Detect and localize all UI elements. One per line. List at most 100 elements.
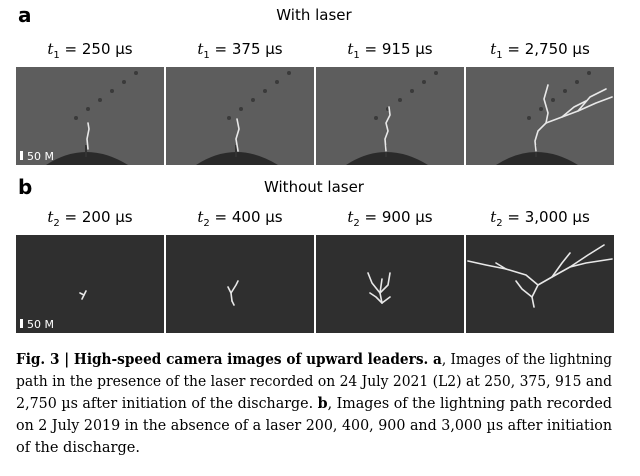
lightning-channel: [379, 272, 391, 294]
drop: [122, 80, 126, 84]
drop: [527, 116, 531, 120]
caption-line: Fig. 3 | High-speed camera images of upw…: [16, 351, 612, 368]
caption-line: on 2 July 2019 in the absence of a laser…: [16, 418, 612, 434]
time-value: = 2,750 µs: [503, 40, 590, 58]
drop: [410, 89, 414, 93]
time-subscript: 1: [53, 50, 59, 61]
caption-segment: on 2 July 2019 in the absence of a laser…: [16, 418, 612, 434]
ground-hill: [496, 152, 578, 165]
time-variable: t: [47, 208, 54, 226]
drop: [398, 98, 402, 102]
time-variable: t: [347, 208, 354, 226]
time-variable: t: [197, 208, 204, 226]
lightning-channel: [369, 292, 383, 304]
camera-frame: [466, 235, 614, 333]
caption-segment: Fig. 3 | High-speed camera images of upw…: [16, 351, 442, 368]
lightning-channel: [235, 118, 240, 152]
frame-background: [16, 235, 164, 333]
lightning-channel: [384, 106, 391, 152]
lightning-channel: [231, 300, 235, 306]
caption-line: 2,750 µs after initiation of the dischar…: [16, 395, 612, 412]
time-subscript: 2: [496, 218, 502, 229]
time-variable: t: [47, 40, 54, 58]
lightning-channel: [561, 100, 587, 118]
time-value: = 900 µs: [360, 208, 433, 226]
lightning-channel: [515, 280, 533, 298]
frame-background: [166, 67, 314, 165]
drop: [563, 89, 567, 93]
panel-title: Without laser: [264, 178, 365, 196]
caption-segment: b: [318, 395, 328, 412]
frame-time-label: t2 = 3,000 µs: [490, 208, 590, 229]
caption-segment: 2,750 µs after initiation of the dischar…: [16, 396, 318, 412]
panel-label: b: [18, 175, 32, 199]
caption-segment: , Images of the lightning path recorded: [328, 396, 612, 412]
caption-segment: path in the presence of the laser record…: [16, 374, 612, 390]
camera-frame: [166, 67, 314, 165]
camera-frame: [316, 235, 464, 333]
scale-bar: [20, 151, 23, 160]
frame-time-label: t2 = 200 µs: [47, 208, 132, 229]
time-subscript: 1: [496, 50, 502, 61]
drop: [239, 107, 243, 111]
drop: [134, 71, 138, 75]
drop: [539, 107, 543, 111]
panel-title: With laser: [276, 6, 352, 24]
time-variable: t: [490, 40, 497, 58]
ground-hill: [346, 152, 428, 165]
lightning-channel: [577, 88, 607, 112]
tower: [235, 145, 237, 157]
drop: [251, 98, 255, 102]
drop: [86, 107, 90, 111]
frame-background: [316, 235, 464, 333]
caption-line: path in the presence of the laser record…: [16, 374, 612, 390]
time-subscript: 2: [203, 218, 209, 229]
time-value: = 915 µs: [360, 40, 433, 58]
camera-frame: [316, 67, 464, 165]
time-value: = 3,000 µs: [503, 208, 590, 226]
drop: [227, 116, 231, 120]
time-value: = 250 µs: [60, 40, 133, 58]
lightning-channel: [569, 258, 613, 268]
camera-frame: 50 M: [16, 235, 164, 333]
lightning-channel: [79, 292, 85, 296]
time-subscript: 2: [53, 218, 59, 229]
time-value: = 375 µs: [210, 40, 283, 58]
frame-time-label: t1 = 915 µs: [347, 40, 432, 61]
drop: [551, 98, 555, 102]
lightning-channel: [379, 278, 383, 294]
caption-segment: of the discharge.: [16, 440, 140, 456]
drop: [98, 98, 102, 102]
panel-label: a: [18, 3, 32, 27]
frame-time-label: t1 = 2,750 µs: [490, 40, 590, 61]
frame-background: [16, 67, 164, 165]
camera-frame: [466, 67, 614, 165]
caption-line: of the discharge.: [16, 440, 140, 456]
drop: [110, 89, 114, 93]
frame-background: [166, 235, 314, 333]
drop: [275, 80, 279, 84]
drop: [575, 80, 579, 84]
time-variable: t: [197, 40, 204, 58]
tower: [85, 145, 87, 157]
time-subscript: 2: [353, 218, 359, 229]
drop: [422, 80, 426, 84]
frame-time-label: t2 = 400 µs: [197, 208, 282, 229]
frame-background: [466, 67, 614, 165]
lightning-channel: [367, 272, 383, 304]
time-value: = 200 µs: [60, 208, 133, 226]
lightning-channel: [86, 122, 90, 150]
time-value: = 400 µs: [210, 208, 283, 226]
lightning-channel: [495, 262, 507, 270]
caption-segment: , Images of the lightning: [442, 352, 612, 368]
drop: [587, 71, 591, 75]
drop: [263, 89, 267, 93]
camera-frame: [166, 235, 314, 333]
time-variable: t: [490, 208, 497, 226]
drop: [287, 71, 291, 75]
time-subscript: 1: [353, 50, 359, 61]
scale-bar-label: 50 M: [27, 318, 54, 331]
scale-bar: [20, 319, 23, 328]
scale-bar-label: 50 M: [27, 150, 54, 163]
